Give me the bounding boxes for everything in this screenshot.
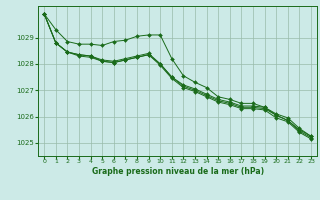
X-axis label: Graphe pression niveau de la mer (hPa): Graphe pression niveau de la mer (hPa) (92, 167, 264, 176)
